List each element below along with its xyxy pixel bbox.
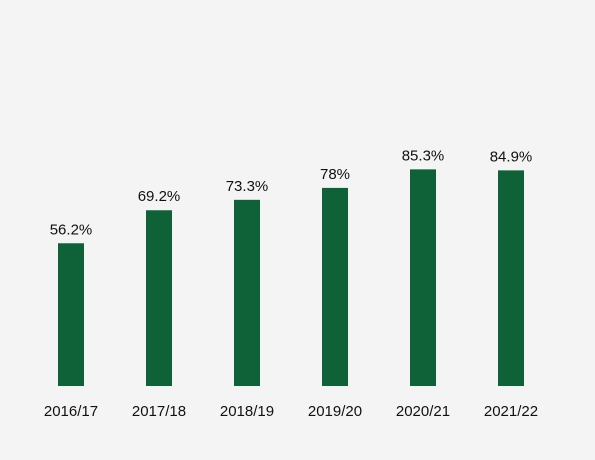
- bar-2021-22: [498, 170, 524, 386]
- bar-2020-21: [410, 169, 436, 386]
- x-tick-label-2017-18: 2017/18: [132, 403, 186, 420]
- bar-2017-18: [146, 210, 172, 386]
- x-tick-label-2021-22: 2021/22: [484, 403, 538, 420]
- x-tick-label-2020-21: 2020/21: [396, 403, 450, 420]
- x-tick-label-2019-20: 2019/20: [308, 403, 362, 420]
- data-label-2018-19: 73.3%: [226, 178, 269, 195]
- value-labels-group: 56.2% 69.2% 73.3% 78% 85.3% 84.9%: [50, 147, 533, 238]
- x-tick-label-2016-17: 2016/17: [44, 403, 98, 420]
- data-label-2019-20: 78%: [320, 166, 350, 183]
- data-label-2020-21: 85.3%: [402, 147, 445, 164]
- x-tick-label-2018-19: 2018/19: [220, 403, 274, 420]
- data-label-2021-22: 84.9%: [490, 148, 533, 165]
- bars-group: [58, 169, 524, 386]
- data-label-2017-18: 69.2%: [138, 188, 181, 205]
- bar-2019-20: [322, 187, 348, 386]
- bar-2018-19: [234, 199, 260, 386]
- data-label-2016-17: 56.2%: [50, 221, 93, 238]
- x-axis-tick-labels: 2016/17 2017/18 2018/19 2019/20 2020/21 2021/…: [44, 403, 538, 420]
- bar-2016-17: [58, 243, 84, 386]
